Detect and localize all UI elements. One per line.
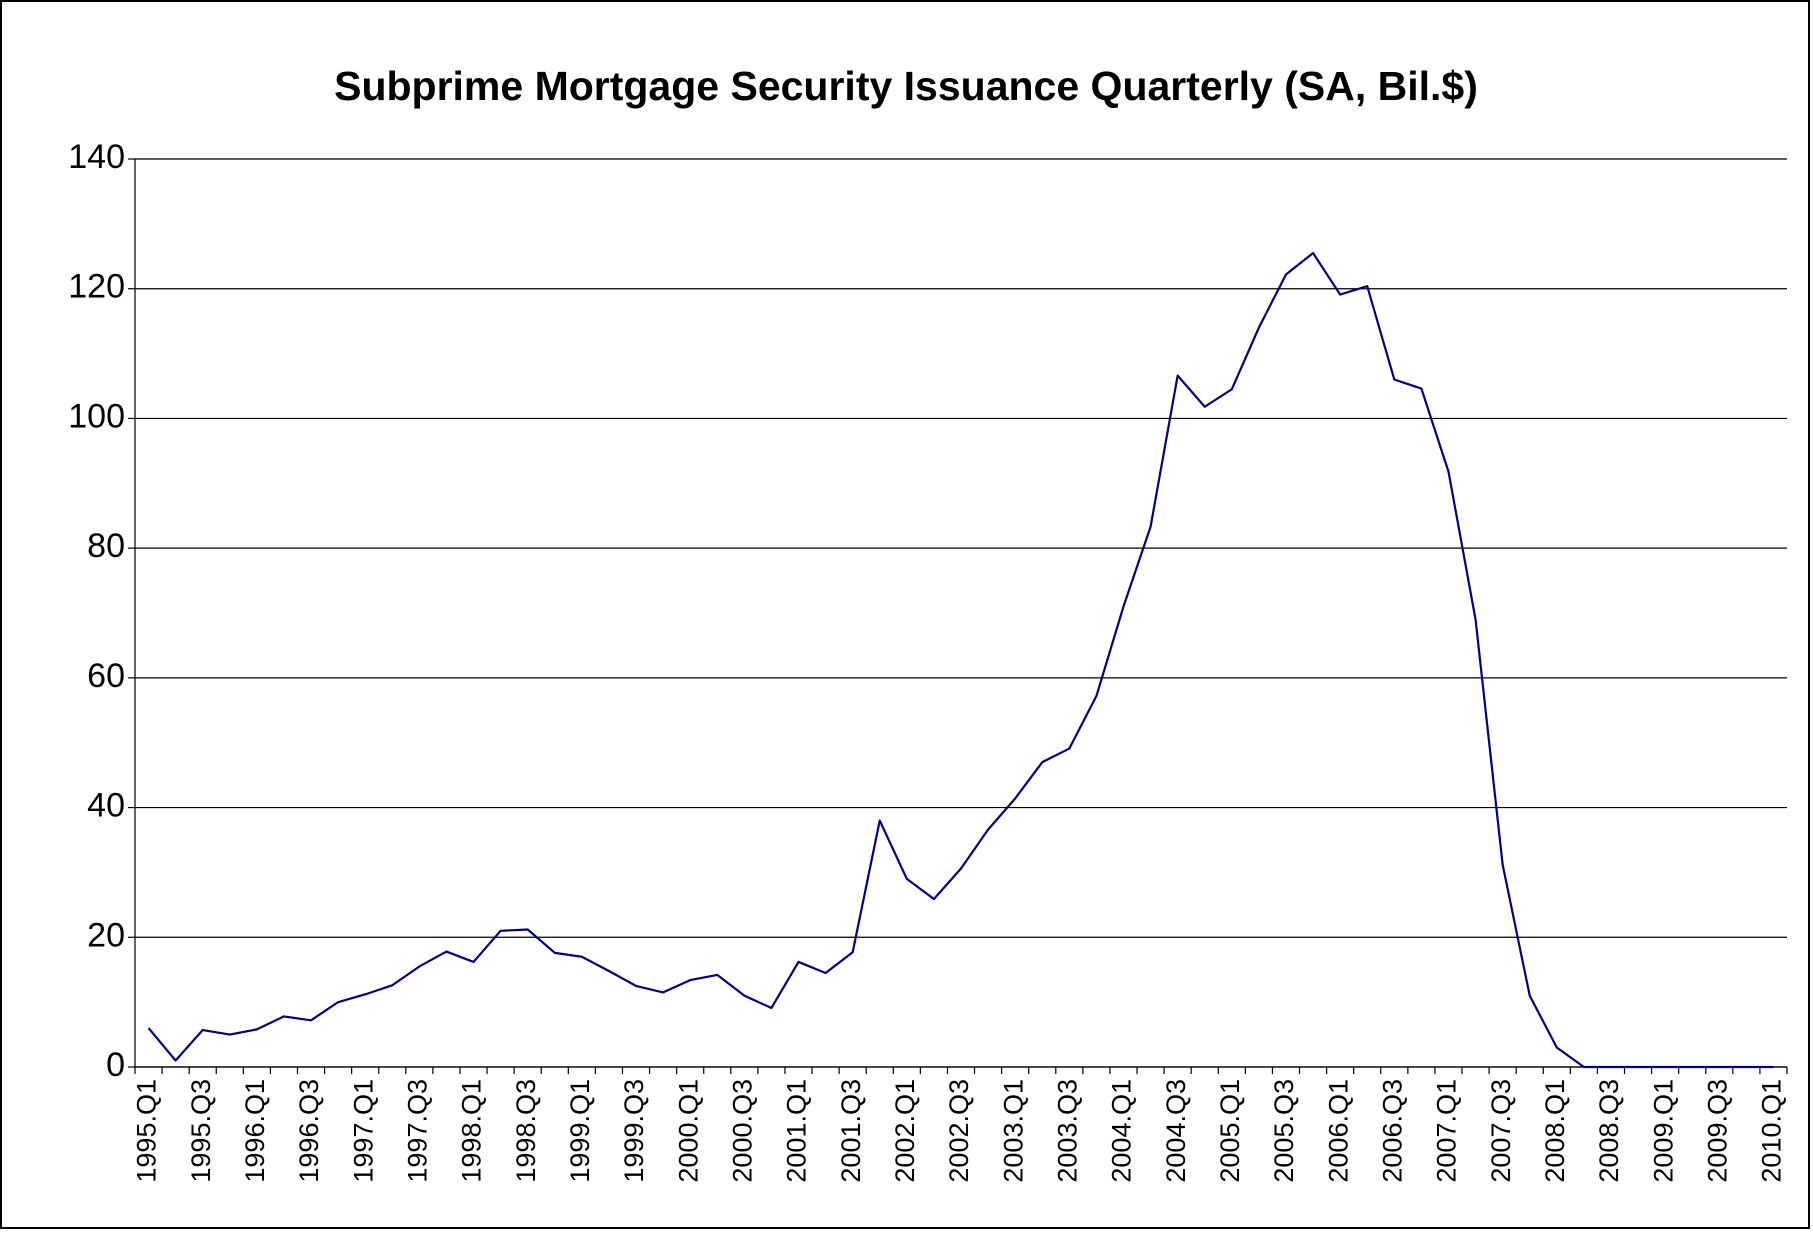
x-tick-label: 1995.Q3 bbox=[186, 1079, 216, 1183]
x-tick-label: 1995.Q1 bbox=[132, 1079, 162, 1183]
x-tick-label: 2002.Q3 bbox=[944, 1079, 974, 1183]
y-tick-label: 0 bbox=[106, 1046, 125, 1084]
x-tick-label: 1997.Q1 bbox=[348, 1079, 378, 1183]
x-tick-label: 2003.Q3 bbox=[1052, 1079, 1082, 1183]
x-tick-label: 2009.Q3 bbox=[1702, 1079, 1732, 1183]
y-tick-label: 140 bbox=[68, 138, 125, 176]
x-tick-label: 2002.Q1 bbox=[890, 1079, 920, 1183]
y-tick-label: 80 bbox=[87, 527, 125, 565]
x-tick-label: 1996.Q1 bbox=[240, 1079, 270, 1183]
x-tick-label: 2000.Q1 bbox=[673, 1079, 703, 1183]
x-tick-label: 2000.Q3 bbox=[727, 1079, 757, 1183]
x-tick-label: 2005.Q1 bbox=[1215, 1079, 1245, 1183]
x-tick-label: 1999.Q1 bbox=[565, 1079, 595, 1183]
x-tick-label: 2009.Q1 bbox=[1648, 1079, 1678, 1183]
x-tick-label: 2010.Q1 bbox=[1757, 1079, 1787, 1183]
x-tick-label: 2007.Q3 bbox=[1486, 1079, 1516, 1183]
x-tick-label: 2006.Q3 bbox=[1377, 1079, 1407, 1183]
x-tick-label: 1998.Q1 bbox=[457, 1079, 487, 1183]
x-tick-label: 2007.Q1 bbox=[1432, 1079, 1462, 1183]
y-tick-label: 40 bbox=[87, 787, 125, 825]
x-tick-label: 2004.Q1 bbox=[1107, 1079, 1137, 1183]
x-tick-label: 2001.Q3 bbox=[836, 1079, 866, 1183]
x-tick-label: 1998.Q3 bbox=[511, 1079, 541, 1183]
chart-title: Subprime Mortgage Security Issuance Quar… bbox=[334, 63, 1478, 109]
x-tick-label: 2008.Q3 bbox=[1594, 1079, 1624, 1183]
x-tick-label: 2003.Q1 bbox=[998, 1079, 1028, 1183]
x-tick-label: 2001.Q1 bbox=[782, 1079, 812, 1183]
y-tick-label: 60 bbox=[87, 657, 125, 695]
data-line bbox=[147, 251, 1774, 1069]
x-tick-label: 2006.Q1 bbox=[1323, 1079, 1353, 1183]
x-tick-label: 1997.Q3 bbox=[402, 1079, 432, 1183]
x-tick-label: 2005.Q3 bbox=[1269, 1079, 1299, 1183]
x-tick-label: 1996.Q3 bbox=[294, 1079, 324, 1183]
y-tick-label: 20 bbox=[87, 916, 125, 954]
x-tick-label: 1999.Q3 bbox=[619, 1079, 649, 1183]
y-tick-label: 100 bbox=[68, 397, 125, 435]
x-tick-label: 2004.Q3 bbox=[1161, 1079, 1191, 1183]
y-tick-label: 120 bbox=[68, 268, 125, 306]
x-tick-label: 2008.Q1 bbox=[1540, 1079, 1570, 1183]
